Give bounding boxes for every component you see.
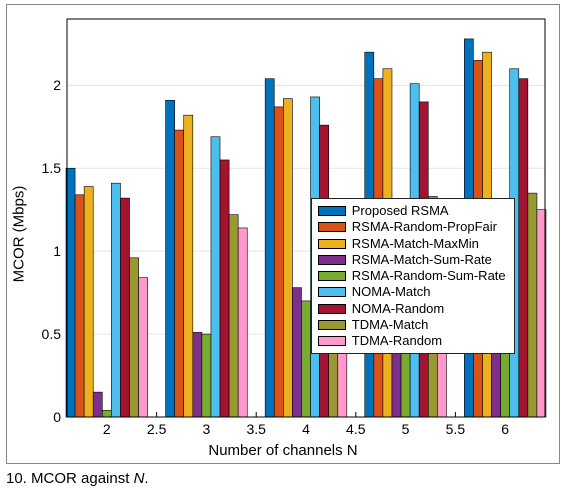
- legend-item: TDMA-Random: [318, 333, 506, 349]
- x-tick-label: 3.5: [246, 421, 265, 437]
- bar: [193, 332, 202, 417]
- legend-label: RSMA-Random-PropFair: [352, 219, 497, 235]
- legend-label: Proposed RSMA: [352, 203, 449, 219]
- x-tick-label: 2.5: [147, 421, 166, 437]
- legend-item: RSMA-Random-PropFair: [318, 219, 506, 235]
- legend-swatch: [318, 336, 346, 346]
- y-tick-label: 0: [53, 409, 61, 425]
- legend: Proposed RSMARSMA-Random-PropFairRSMA-Ma…: [311, 198, 515, 354]
- chart-box: Proposed RSMARSMA-Random-PropFairRSMA-Ma…: [6, 4, 560, 464]
- bar: [175, 130, 184, 417]
- x-tick-label: 5.5: [446, 421, 465, 437]
- legend-swatch: [318, 239, 346, 249]
- legend-label: RSMA-Match-Sum-Rate: [352, 252, 492, 268]
- caption-suffix: .: [144, 470, 148, 487]
- bar: [75, 195, 84, 417]
- legend-swatch: [318, 320, 346, 330]
- legend-item: RSMA-Match-Sum-Rate: [318, 252, 506, 268]
- bar: [84, 186, 93, 417]
- y-tick-label: 1: [53, 243, 61, 259]
- bar: [184, 115, 193, 417]
- bar: [102, 410, 111, 417]
- legend-item: TDMA-Match: [318, 317, 506, 333]
- bar: [292, 288, 301, 417]
- x-axis-label: Number of channels N: [208, 442, 357, 459]
- legend-swatch: [318, 255, 346, 265]
- legend-label: RSMA-Random-Sum-Rate: [352, 268, 506, 284]
- legend-swatch: [318, 287, 346, 297]
- bar: [211, 137, 220, 417]
- bar: [274, 107, 283, 417]
- bar: [238, 228, 247, 417]
- bar: [301, 301, 310, 417]
- x-tick-label: 4.5: [346, 421, 365, 437]
- figure-container: Proposed RSMARSMA-Random-PropFairRSMA-Ma…: [0, 0, 566, 491]
- y-tick-label: 1.5: [42, 160, 61, 176]
- bar: [265, 79, 274, 417]
- bar: [111, 183, 120, 417]
- y-tick-label: 0.5: [42, 326, 61, 342]
- bar: [528, 193, 537, 417]
- bar: [202, 334, 211, 417]
- legend-swatch: [318, 206, 346, 216]
- x-tick-label: 4: [302, 421, 310, 437]
- legend-swatch: [318, 222, 346, 232]
- bar: [519, 79, 528, 417]
- caption-var: N: [134, 470, 145, 487]
- legend-label: NOMA-Random: [352, 301, 444, 317]
- x-tick-label: 2: [103, 421, 111, 437]
- bar: [93, 392, 102, 417]
- bar: [166, 100, 175, 417]
- bar: [139, 278, 148, 417]
- x-tick-label: 3: [203, 421, 211, 437]
- legend-item: RSMA-Match-MaxMin: [318, 236, 506, 252]
- bar: [130, 258, 139, 417]
- plot-area: Proposed RSMARSMA-Random-PropFairRSMA-Ma…: [67, 19, 545, 417]
- bar: [283, 99, 292, 417]
- legend-swatch: [318, 304, 346, 314]
- y-tick-label: 2: [53, 77, 61, 93]
- y-axis-label: MCOR (Mbps): [11, 186, 28, 283]
- x-tick-label: 5: [402, 421, 410, 437]
- legend-item: RSMA-Random-Sum-Rate: [318, 268, 506, 284]
- bar: [229, 215, 238, 417]
- legend-label: TDMA-Match: [352, 317, 429, 333]
- legend-label: TDMA-Random: [352, 333, 442, 349]
- figure-caption: 10. MCOR against N.: [6, 470, 560, 487]
- bar: [220, 160, 229, 417]
- legend-label: NOMA-Match: [352, 284, 431, 300]
- legend-item: Proposed RSMA: [318, 203, 506, 219]
- caption-prefix: 10. MCOR against: [6, 470, 134, 487]
- legend-item: NOMA-Match: [318, 284, 506, 300]
- legend-swatch: [318, 271, 346, 281]
- legend-item: NOMA-Random: [318, 301, 506, 317]
- x-tick-label: 6: [501, 421, 509, 437]
- legend-label: RSMA-Match-MaxMin: [352, 236, 479, 252]
- bar: [120, 198, 129, 417]
